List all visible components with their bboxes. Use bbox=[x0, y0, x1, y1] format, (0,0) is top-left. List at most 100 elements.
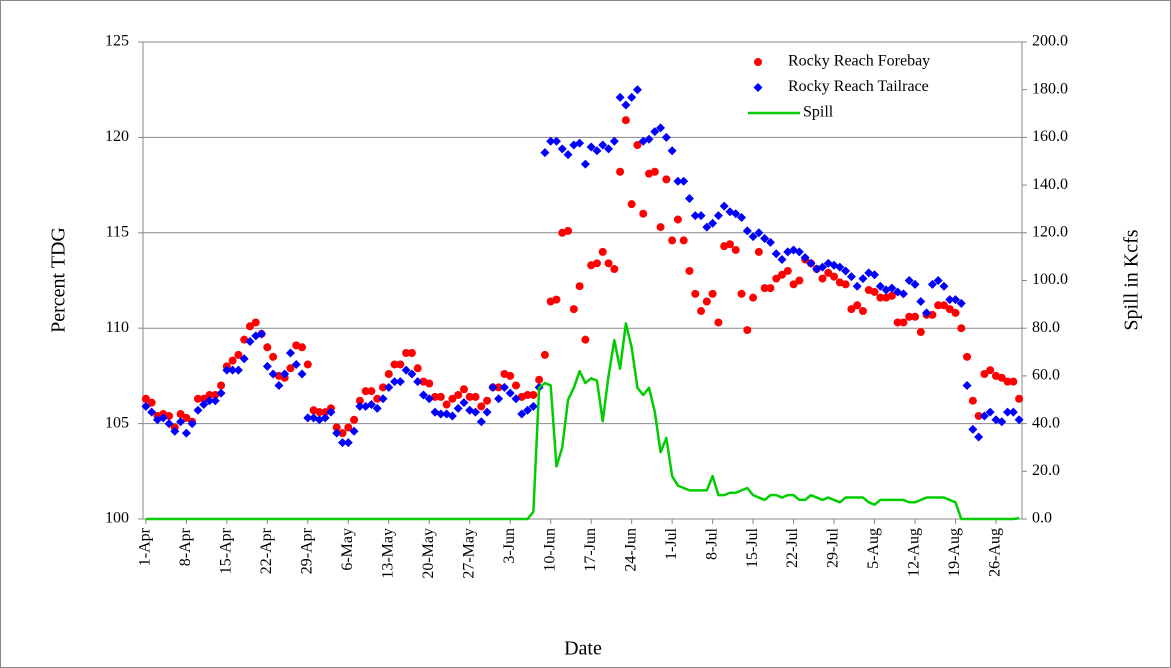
point bbox=[361, 387, 370, 396]
point bbox=[245, 322, 254, 331]
point bbox=[540, 350, 549, 359]
point bbox=[511, 394, 521, 404]
point bbox=[390, 377, 400, 387]
point bbox=[453, 403, 463, 413]
x-tick-label: 27-May bbox=[460, 528, 477, 579]
point bbox=[702, 222, 712, 232]
point bbox=[436, 392, 445, 401]
y2-tick-label: 100.0 bbox=[1032, 271, 1068, 288]
point bbox=[887, 283, 897, 293]
point bbox=[170, 426, 180, 436]
point bbox=[366, 400, 376, 410]
point bbox=[691, 289, 700, 298]
point bbox=[575, 282, 584, 291]
point bbox=[367, 387, 376, 396]
point bbox=[286, 364, 295, 373]
point bbox=[650, 127, 660, 137]
point bbox=[760, 234, 770, 244]
point bbox=[979, 411, 989, 421]
point bbox=[343, 438, 353, 448]
point bbox=[697, 307, 706, 316]
point bbox=[985, 407, 995, 417]
point bbox=[737, 213, 747, 223]
point bbox=[529, 390, 538, 399]
point bbox=[1003, 377, 1012, 386]
point bbox=[234, 350, 243, 359]
point bbox=[483, 396, 492, 405]
point bbox=[748, 232, 758, 242]
point bbox=[274, 380, 284, 390]
point bbox=[291, 359, 301, 369]
point bbox=[315, 408, 324, 417]
point bbox=[285, 348, 295, 358]
point bbox=[303, 360, 312, 369]
point bbox=[945, 305, 954, 314]
point bbox=[847, 305, 856, 314]
point bbox=[193, 394, 202, 403]
point bbox=[523, 405, 533, 415]
point bbox=[684, 193, 694, 203]
point bbox=[575, 138, 585, 148]
point bbox=[627, 200, 636, 209]
point bbox=[853, 301, 862, 310]
point bbox=[598, 140, 608, 150]
point bbox=[939, 301, 948, 310]
x-tick-label: 15-Jul bbox=[744, 527, 761, 568]
point bbox=[633, 141, 642, 150]
point bbox=[320, 413, 330, 423]
point bbox=[968, 396, 977, 405]
point bbox=[182, 413, 191, 422]
point bbox=[986, 366, 995, 375]
point bbox=[621, 100, 631, 110]
point bbox=[511, 381, 520, 390]
point bbox=[690, 211, 700, 221]
point bbox=[540, 148, 550, 158]
point bbox=[280, 369, 290, 379]
y2-tick-label: 80.0 bbox=[1032, 319, 1060, 336]
point bbox=[205, 390, 214, 399]
point bbox=[963, 352, 972, 361]
point bbox=[708, 218, 718, 228]
point bbox=[615, 92, 625, 102]
point bbox=[974, 411, 983, 420]
point bbox=[535, 375, 544, 384]
point bbox=[766, 284, 775, 293]
y-tick-label: 110 bbox=[106, 319, 129, 336]
point bbox=[251, 318, 260, 327]
point bbox=[193, 405, 203, 415]
point bbox=[905, 312, 914, 321]
point bbox=[581, 335, 590, 344]
point bbox=[448, 394, 457, 403]
point bbox=[488, 382, 498, 392]
x-tick-label: 5-Aug bbox=[865, 528, 882, 569]
y2-tick-label: 140.0 bbox=[1032, 176, 1068, 193]
point bbox=[673, 215, 682, 224]
point bbox=[662, 175, 671, 184]
point bbox=[957, 324, 966, 333]
point bbox=[824, 268, 833, 277]
point bbox=[378, 383, 387, 392]
point bbox=[528, 401, 538, 411]
legend-label: Rocky Reach Tailrace bbox=[788, 78, 929, 95]
point bbox=[835, 262, 845, 272]
point bbox=[794, 247, 804, 257]
point bbox=[210, 396, 220, 406]
point bbox=[956, 298, 966, 308]
point bbox=[951, 308, 960, 317]
point bbox=[772, 274, 781, 283]
point bbox=[679, 176, 689, 186]
x-tick-label: 12-Aug bbox=[906, 528, 923, 577]
point bbox=[644, 134, 654, 144]
x-tick-label: 6-May bbox=[339, 528, 356, 571]
legend-label: Spill bbox=[803, 104, 834, 121]
point bbox=[841, 266, 851, 276]
point bbox=[656, 223, 665, 232]
point bbox=[887, 291, 896, 300]
point bbox=[217, 381, 226, 390]
y2-tick-label: 200.0 bbox=[1032, 33, 1068, 50]
point bbox=[344, 423, 353, 432]
point bbox=[916, 328, 925, 337]
x-tick-label: 20-May bbox=[420, 528, 437, 579]
point bbox=[482, 407, 492, 417]
